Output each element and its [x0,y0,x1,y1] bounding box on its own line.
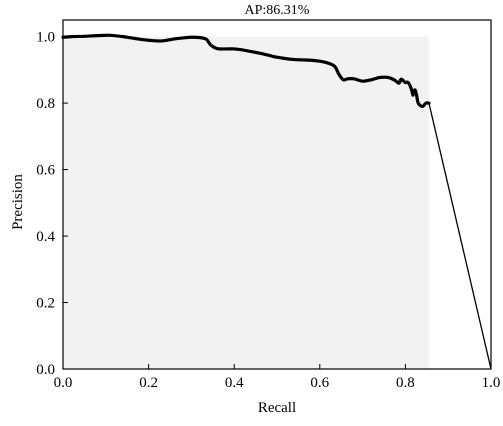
x-tick-label: 0.4 [225,375,244,391]
y-tick-label: 0.8 [36,96,55,112]
y-axis-label: Precision [10,174,26,230]
x-tick-label: 0.6 [310,375,329,391]
x-axis-ticks: 0.0 0.2 0.4 0.6 0.8 1.0 [54,364,501,391]
curve-layer [61,33,492,370]
x-tick-label: 0.2 [139,375,158,391]
plot-frame [62,19,492,370]
x-tick-label: 0.0 [54,375,73,391]
x-tick-label: 0.8 [396,375,415,391]
precision-fill-layer [63,36,429,369]
y-tick-label: 0.0 [36,362,55,378]
y-tick-label: 0.4 [36,229,55,245]
x-tick-label: 1.0 [482,375,501,391]
chart-title: AP:86.31% [245,3,310,18]
y-tick-label: 1.0 [36,30,55,46]
y-tick-label: 0.6 [36,163,55,179]
pr-curve-line [61,33,431,109]
x-axis-label: Recall [258,400,296,416]
y-tick-label: 0.2 [36,296,55,312]
pr-curve-tail-line [428,102,492,370]
y-axis-ticks: 0.0 0.2 0.4 0.6 0.8 1.0 [36,30,68,378]
precision-area-fill [63,36,429,369]
